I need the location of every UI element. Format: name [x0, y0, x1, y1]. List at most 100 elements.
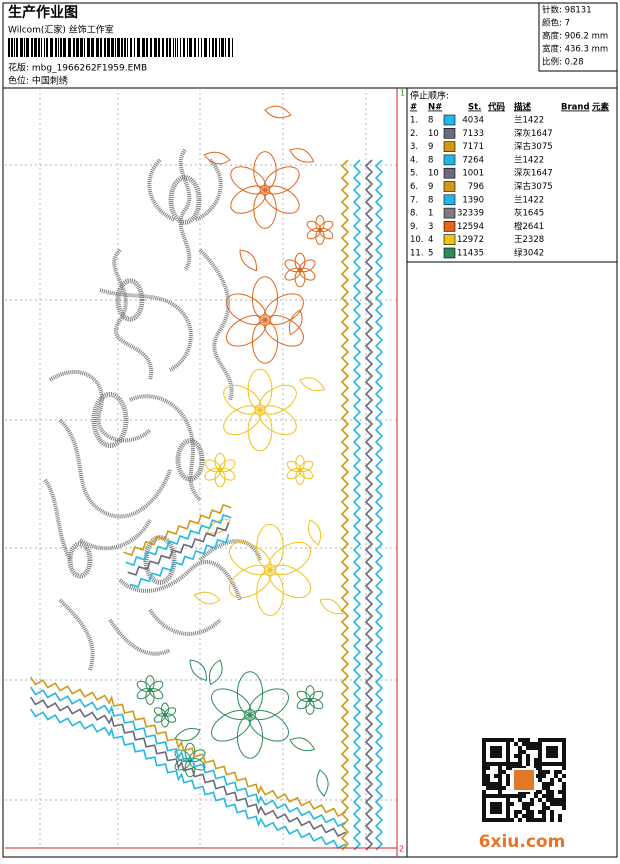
qr-module [562, 758, 566, 762]
color-swatch [443, 207, 456, 219]
bar [50, 38, 53, 57]
code: 7264 [462, 155, 484, 165]
qr-module [530, 742, 534, 746]
bar [84, 38, 85, 57]
qr-module [542, 782, 546, 786]
qr-module [482, 762, 486, 766]
color-swatch [443, 128, 456, 139]
qr-module [522, 738, 526, 742]
damask-stroke [178, 148, 192, 272]
qr-module [494, 818, 498, 822]
bar [204, 38, 207, 57]
qr-module [518, 762, 522, 766]
qr-module [518, 794, 522, 798]
flower [223, 368, 297, 452]
qr-module [550, 778, 554, 782]
bar [219, 38, 220, 57]
qr-module [562, 738, 566, 742]
qr-module [538, 766, 542, 770]
qr-module [522, 750, 526, 754]
qr-module [562, 794, 566, 798]
qr-module [510, 738, 514, 742]
damask-stroke [99, 288, 193, 372]
qr-module [542, 810, 546, 814]
needle: 5 [428, 249, 433, 259]
qr-module [562, 766, 566, 770]
qr-module [490, 738, 494, 742]
bar [212, 38, 214, 57]
frame-label: 1 [400, 89, 405, 98]
flower-center [259, 314, 271, 326]
needle: 4 [428, 235, 433, 245]
qr-module [502, 738, 506, 742]
petal [284, 259, 301, 273]
bar [158, 38, 160, 57]
qr-module [546, 786, 550, 790]
bar [215, 38, 217, 57]
title: 生产作业图 [8, 4, 78, 21]
qr-module [498, 770, 502, 774]
qr-module [538, 790, 542, 794]
flower [286, 455, 314, 485]
qr-module [546, 738, 550, 742]
qr-module [554, 738, 558, 742]
bar [232, 38, 233, 57]
bar [201, 38, 202, 57]
qr-module [558, 778, 562, 782]
qr-module [558, 802, 562, 806]
qr-module [490, 746, 494, 750]
qr-module [506, 750, 510, 754]
damask-stroke [147, 158, 223, 222]
info-line: 比例: 0.28 [542, 57, 584, 68]
qr-module [482, 750, 486, 754]
bar [73, 38, 75, 57]
damask-motif [67, 541, 93, 579]
bar [24, 38, 25, 57]
qr-module [498, 790, 502, 794]
column-header: 代码 [487, 102, 506, 113]
info-line: 宽度: 436.3 mm [542, 44, 608, 55]
zigzag-border [30, 708, 347, 850]
bar [198, 38, 199, 57]
qr-module [538, 778, 542, 782]
bar [38, 38, 40, 57]
qr-module [550, 794, 554, 798]
code: 12972 [457, 235, 484, 245]
qr-module [550, 738, 554, 742]
bar [34, 38, 37, 57]
bar [31, 38, 33, 57]
flower [230, 151, 300, 229]
bar [134, 38, 135, 57]
qr-module [526, 762, 530, 766]
qr-module [550, 790, 554, 794]
qr-module [506, 798, 510, 802]
flower-center [217, 467, 223, 473]
bar [173, 38, 174, 57]
leaf [203, 151, 231, 165]
qr-module [558, 798, 562, 802]
bar [76, 38, 79, 57]
row-number: 7. [410, 195, 418, 205]
zigzag-border [129, 534, 230, 588]
column-header: St. [468, 103, 481, 113]
bar [221, 38, 224, 57]
qr-module [498, 794, 502, 798]
qr-module [486, 738, 490, 742]
petal [153, 707, 166, 717]
needle: 8 [428, 116, 433, 126]
qr-module [550, 746, 554, 750]
qr-module [486, 786, 490, 790]
qr-module [534, 794, 538, 798]
damask-stroke [129, 394, 202, 502]
row-number: 10. [410, 235, 424, 245]
row-number: 3. [410, 142, 418, 152]
qr-module [558, 790, 562, 794]
qr-module [542, 774, 546, 778]
flower [284, 252, 316, 288]
bar [117, 38, 120, 57]
qr-module [506, 794, 510, 798]
leaf [319, 598, 344, 615]
qr-module [562, 750, 566, 754]
qr-module [534, 742, 538, 746]
bar [63, 38, 66, 57]
